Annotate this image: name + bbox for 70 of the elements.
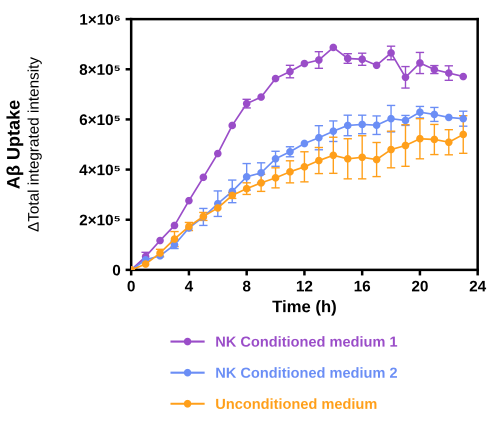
y-tick-label: 4×10⁵ bbox=[79, 164, 120, 176]
point bbox=[228, 122, 236, 130]
point bbox=[272, 154, 280, 163]
x-tick-label: 0 bbox=[128, 280, 135, 292]
point bbox=[402, 142, 410, 150]
point bbox=[272, 174, 280, 182]
point bbox=[142, 260, 150, 268]
point bbox=[329, 44, 338, 52]
point bbox=[242, 173, 250, 181]
legend-label: Unconditioned medium bbox=[216, 398, 376, 409]
point bbox=[372, 156, 380, 164]
point bbox=[300, 140, 308, 148]
point bbox=[358, 153, 366, 162]
point bbox=[214, 204, 222, 212]
point bbox=[170, 235, 178, 243]
point bbox=[416, 59, 424, 67]
point bbox=[242, 184, 250, 192]
point bbox=[358, 120, 366, 128]
legend-label: NK Conditioned medium 1 bbox=[216, 336, 398, 347]
point bbox=[286, 168, 294, 176]
x-tick-label: 24 bbox=[470, 280, 486, 292]
point bbox=[459, 130, 468, 138]
x-tick-label: 8 bbox=[242, 280, 250, 292]
point bbox=[170, 222, 178, 230]
x-axis-title: Time (h) bbox=[272, 300, 336, 316]
point bbox=[257, 169, 265, 177]
point bbox=[430, 136, 438, 144]
y-tick-label: 6×10⁵ bbox=[80, 114, 120, 126]
point bbox=[387, 114, 395, 122]
point bbox=[372, 121, 380, 130]
point bbox=[286, 68, 294, 76]
point bbox=[459, 72, 468, 80]
point bbox=[315, 156, 323, 164]
y-axis-title: Aβ Uptake ΔTotal integrated intensity bbox=[6, 57, 42, 232]
point bbox=[329, 151, 338, 160]
y-tick-label: 1×10⁶ bbox=[80, 14, 120, 25]
point bbox=[387, 146, 395, 154]
point bbox=[444, 69, 453, 77]
point bbox=[300, 60, 308, 68]
point bbox=[402, 73, 410, 82]
point bbox=[315, 56, 323, 64]
y-tick-label: 2×10⁵ bbox=[80, 214, 120, 226]
point bbox=[358, 55, 366, 64]
point bbox=[344, 154, 352, 163]
point bbox=[387, 49, 395, 57]
point bbox=[185, 196, 193, 204]
point bbox=[444, 138, 453, 146]
x-tick-label: 4 bbox=[184, 280, 194, 292]
point bbox=[444, 114, 453, 122]
x-tick-label: 12 bbox=[296, 280, 312, 292]
point bbox=[214, 150, 222, 158]
point bbox=[257, 93, 265, 101]
y-tick-label: 8×10⁵ bbox=[80, 64, 120, 75]
point bbox=[315, 134, 323, 142]
point bbox=[257, 179, 265, 187]
point bbox=[200, 174, 208, 182]
point bbox=[344, 122, 352, 130]
x-tick-label: 16 bbox=[354, 280, 370, 292]
y-tick-label: 0 bbox=[112, 264, 120, 276]
x-tick-label: 20 bbox=[412, 280, 428, 292]
point bbox=[416, 108, 424, 116]
point bbox=[272, 74, 280, 82]
point bbox=[156, 236, 164, 244]
point bbox=[329, 127, 338, 136]
point bbox=[372, 61, 380, 70]
point bbox=[416, 134, 424, 143]
point bbox=[459, 114, 468, 122]
point bbox=[300, 162, 308, 171]
point bbox=[430, 110, 438, 118]
legend-label: NK Conditioned medium 2 bbox=[216, 367, 397, 378]
